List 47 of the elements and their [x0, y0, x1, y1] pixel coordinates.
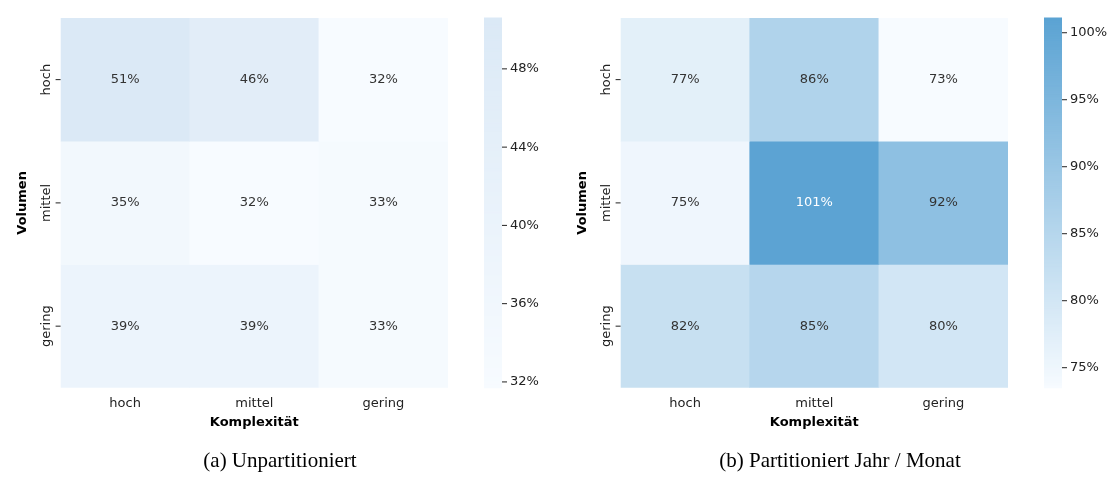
data-label: 92%: [928, 194, 958, 210]
text: (a) Unpartitioniert: [203, 448, 357, 473]
data-label: 80%: [928, 317, 958, 333]
x-tick-label: gering: [362, 394, 404, 410]
data-label: 85%: [799, 317, 829, 333]
x-tick-label: hoch: [668, 394, 701, 410]
x-tick-label: mittel: [234, 394, 273, 410]
text: (b) Partitioniert Jahr / Monat: [719, 448, 961, 473]
color-bar-label: 75%: [1069, 359, 1099, 375]
data-label: 39%: [110, 317, 140, 333]
y-axis-title: Volumen: [13, 171, 29, 235]
y-tick-label: mittel: [37, 183, 53, 222]
y-axis-title: Volumen: [573, 171, 589, 235]
data-label: 101%: [795, 194, 833, 210]
color-bar-label: 48%: [509, 60, 539, 76]
data-label: 33%: [368, 317, 398, 333]
color-bar-label: 32%: [509, 373, 539, 389]
data-label: 82%: [670, 317, 700, 333]
data-label: 35%: [110, 194, 140, 210]
y-tick-label: mittel: [597, 183, 613, 222]
data-label: 51%: [110, 71, 140, 87]
color-bar-label: 80%: [1069, 292, 1099, 308]
data-label: 46%: [239, 71, 269, 87]
color-bar-label: 36%: [509, 295, 539, 311]
data-label: 86%: [799, 71, 829, 87]
x-axis-title: Komplexität: [769, 413, 859, 429]
x-axis-title: Komplexität: [209, 413, 299, 429]
color-bar-label: 40%: [509, 216, 539, 232]
data-label: 32%: [368, 71, 398, 87]
y-tick-label: gering: [37, 305, 53, 348]
data-label: 73%: [928, 71, 958, 87]
x-tick-label: mittel: [794, 394, 833, 410]
data-label: 77%: [670, 71, 700, 87]
y-tick-label: gering: [597, 305, 613, 348]
y-tick-label: hoch: [597, 63, 613, 96]
data-label: 75%: [670, 194, 700, 210]
color-bar-label: 90%: [1069, 158, 1099, 174]
y-tick-label: hoch: [37, 63, 53, 96]
x-tick-label: hoch: [108, 394, 141, 410]
data-label: 39%: [239, 317, 269, 333]
data-label: 32%: [239, 194, 269, 210]
color-bar-label: 100%: [1069, 24, 1107, 40]
x-tick-label: gering: [922, 394, 964, 410]
color-bar-label: 44%: [509, 138, 539, 154]
color-bar-label: 95%: [1069, 91, 1099, 107]
color-bar-label: 85%: [1069, 225, 1099, 241]
data-label: 33%: [368, 194, 398, 210]
